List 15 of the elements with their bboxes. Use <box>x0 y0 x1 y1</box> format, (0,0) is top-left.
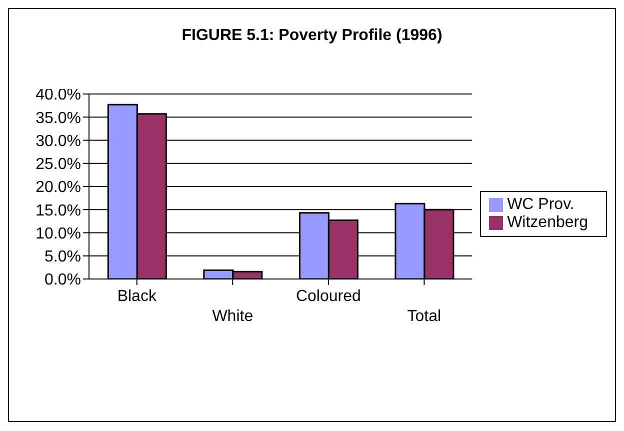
y-tick-label: 15.0% <box>36 202 81 220</box>
y-tick-label: 10.0% <box>36 225 81 242</box>
x-tick-label: Coloured <box>296 288 361 305</box>
y-tick-label: 35.0% <box>36 110 81 127</box>
y-tick-label: 0.0% <box>44 272 81 289</box>
y-tick-label: 5.0% <box>44 248 81 266</box>
x-tick-label: White <box>212 308 254 325</box>
legend-label: WC Prov. <box>507 196 574 213</box>
chart-title: FIGURE 5.1: Poverty Profile (1996) <box>180 27 444 45</box>
x-tick-label: Black <box>117 288 158 305</box>
legend-label: Witzenberg <box>507 214 588 231</box>
x-tick-label: Total <box>407 308 442 325</box>
y-tick-label: 30.0% <box>36 132 81 150</box>
y-tick-label: 25.0% <box>36 156 81 174</box>
y-tick-label: 20.0% <box>36 179 81 196</box>
